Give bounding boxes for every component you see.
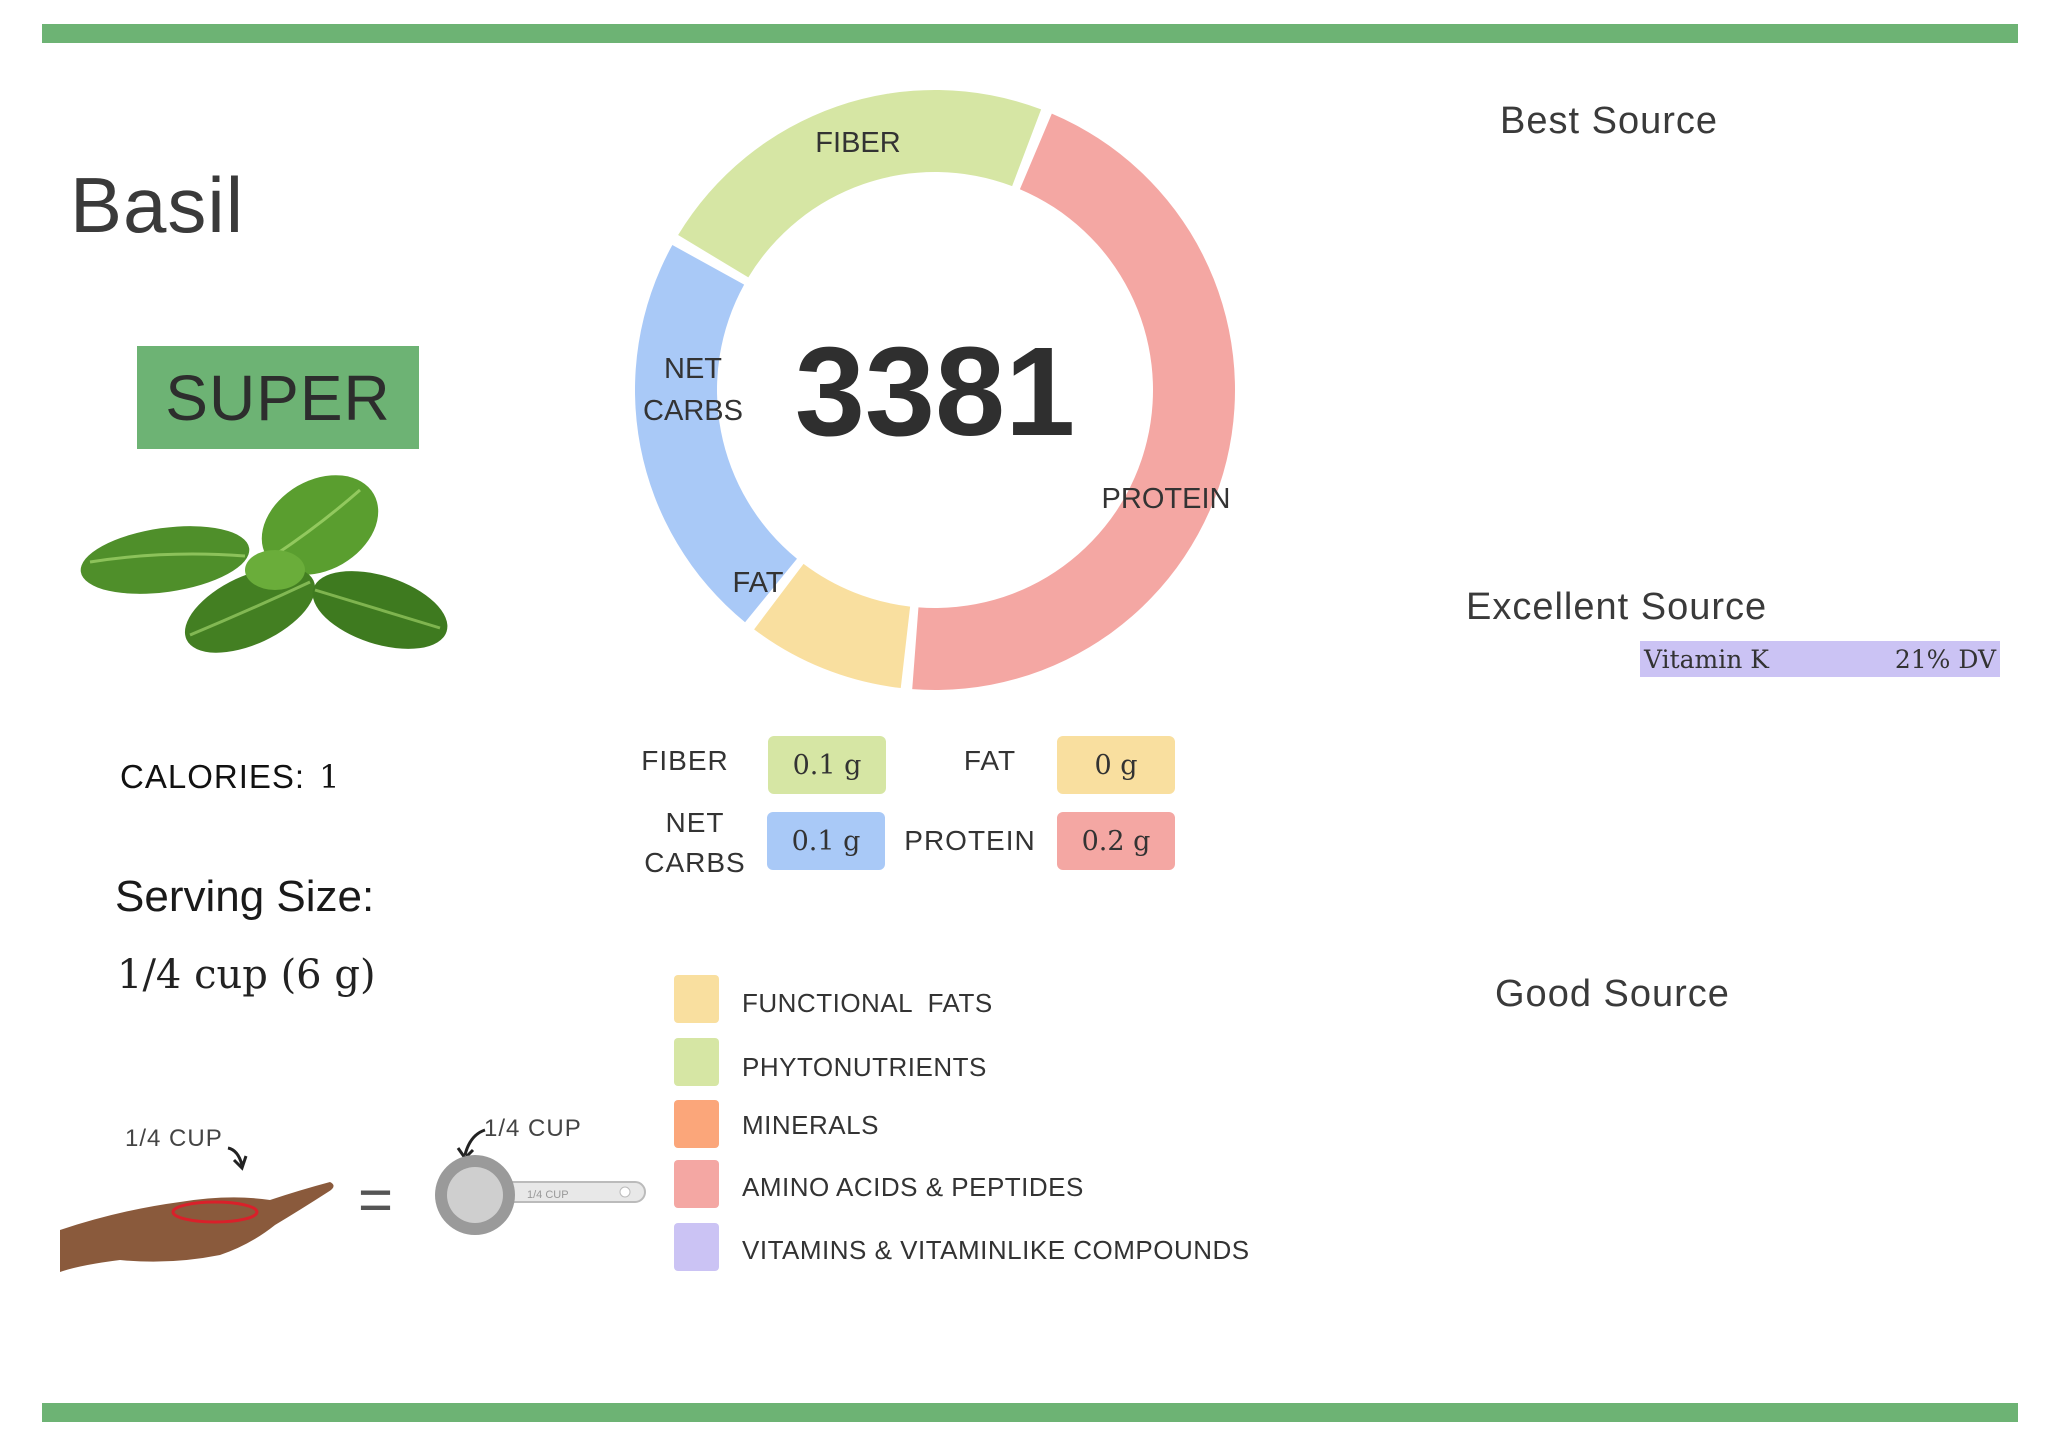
equals-sign-icon: = [358,1166,394,1233]
serving-size-label: Serving Size: [115,872,375,921]
legend-swatch [674,1160,719,1208]
nutrient-bar-vitamin-k: Vitamin K 21% DV [1640,641,2000,677]
legend-label: MINERALS [742,1110,879,1140]
slice-label-net-carbs-line2: CARBS [643,395,743,427]
legend-label: PHYTONUTRIENTS [742,1052,987,1082]
macro-value-fat: 0 g [1057,736,1175,794]
slice-label-net-carbs-line1: NET [664,353,722,385]
legend-label: FUNCTIONAL FATS [742,988,993,1018]
legend-swatch [674,975,719,1023]
macro-label-net-carbs: NET CARBS [640,803,750,883]
donut-slice-protein [912,113,1236,690]
nutrient-dv: 21% DV [1894,644,1996,674]
calories-value: 1 [319,758,341,796]
measuring-cup-icon [435,1128,646,1235]
macro-value-protein: 0.2 g [1057,812,1175,870]
top-accent-bar [42,24,2018,43]
slice-label-protein: PROTEIN [1102,483,1231,515]
macro-label-fat: FAT [963,745,1017,776]
good-source-heading: Good Source [1495,973,1730,1015]
donut-slice-net-carbs [635,245,797,623]
slice-label-fat: FAT [732,567,783,599]
legend-label: VITAMINS & VITAMINLIKE COMPOUNDS [742,1235,1250,1265]
legend-swatch [674,1223,719,1271]
macro-label-fiber: FIBER [641,745,729,776]
slice-label-fiber: FIBER [815,127,900,159]
legend-swatch [674,1100,719,1148]
hand-image [60,1146,334,1272]
best-source-heading: Best Source [1500,100,1718,142]
calories-row: CALORIES: 1 [120,758,340,796]
cup-handle-label: 1/4 CUP [527,1189,569,1201]
nutrient-score: 3381 [795,321,1075,462]
serving-size-value: 1/4 cup (6 g) [117,952,376,998]
food-title: Basil [70,161,245,249]
donut-slice-fiber [678,90,1042,278]
legend-swatch [674,1038,719,1086]
rating-badge: SUPER [137,346,419,449]
macro-value-fiber: 0.1 g [768,736,886,794]
legend-label: AMINO ACIDS & PEPTIDES [742,1172,1084,1202]
macro-label-net-carbs-line1: NET [665,807,725,838]
macro-donut-chart: FIBER PROTEIN FAT NET CARBS 3381 [635,90,1236,690]
donut-slice-fat [754,563,911,689]
bottom-accent-bar [42,1403,2018,1422]
nutrient-name: Vitamin K [1644,644,1769,674]
basil-leaves-image [80,475,448,653]
calories-label: CALORIES: [120,758,306,795]
hand-measure-label: 1/4 CUP [125,1125,223,1152]
macro-value-net-carbs: 0.1 g [767,812,885,870]
macro-label-protein: PROTEIN [904,825,1036,856]
macro-label-net-carbs-line2: CARBS [644,847,746,878]
cup-measure-label: 1/4 CUP [484,1115,582,1142]
excellent-source-heading: Excellent Source [1466,586,1768,628]
